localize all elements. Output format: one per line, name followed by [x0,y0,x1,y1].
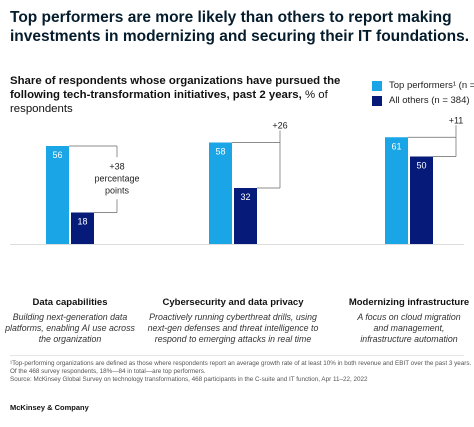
data-label-top-performers-2: 58 [215,147,225,157]
legend-swatch-top-performers [372,80,382,91]
bar-top-performers-1 [46,146,69,244]
diff-label-1-line-2: percentage [94,173,139,183]
legend-swatch-all-others [372,95,382,106]
diff-label-1-line-1: +38 [109,161,124,171]
legend-item-top-performers: Top performers¹ (n = 84) [372,78,474,93]
bar-all-others-3 [410,156,433,244]
category-description-3-line-3: infrastructure automation [360,334,457,344]
category-description-3-line-2: and management, [374,323,445,333]
category-description-3-line-1: A focus on cloud migration [356,312,460,322]
diff-label-2: +26 [272,121,287,131]
category-description-1-line-3: the organization [39,334,102,344]
legend-label-all-others: All others (n = 384) [389,95,470,106]
source-note: Source: McKinsey Global Survey on techno… [10,376,368,384]
category-description-2-line-3: respond to emerging attacks in real time [155,334,312,344]
bar-all-others-2 [234,188,257,244]
data-label-all-others-3: 50 [416,161,426,171]
category-description-1-line-1: Building next-generation data [13,312,128,322]
headline: Top performers are more likely than othe… [10,9,470,45]
category-label-2: Cybersecurity and data privacy [163,297,305,308]
bar-top-performers-2 [209,142,232,244]
legend: Top performers¹ (n = 84) All others (n =… [372,78,474,108]
bar-top-performers-3 [385,137,408,244]
diff-label-3: +11 [449,115,464,125]
diff-label-1-line-3: points [105,185,130,195]
category-label-3: Modernizing infrastructure [349,297,469,308]
legend-item-all-others: All others (n = 384) [372,93,474,108]
category-description-2-line-1: Proactively running cyberthreat drills, … [149,312,317,322]
category-description-2-line-2: next-gen defenses and threat intelligenc… [148,323,319,333]
data-label-top-performers-3: 61 [391,141,401,151]
category-label-1: Data capabilities [33,297,108,308]
chart-subtitle: Share of respondents whose organizations… [10,74,350,116]
bar-all-others-1 [71,212,94,244]
data-label-top-performers-1: 56 [52,150,62,160]
footnote: ¹Top-performing organizations are define… [10,360,472,376]
category-description-1-line-2: platforms, enabling AI use across [4,323,135,333]
brand-name: McKinsey & Company [10,403,89,412]
subtitle-bold: Share of respondents whose organizations… [10,75,341,101]
bar-chart: 56 18 +38 percentage points Data capabilities… [4,115,469,356]
subtitle-regular: % of respondents [10,89,328,115]
legend-label-top-performers: Top performers¹ (n = 84) [389,80,474,91]
data-label-all-others-1: 18 [77,217,87,227]
footnote-block: ¹Top-performing organizations are define… [10,360,472,385]
data-label-all-others-2: 32 [240,192,250,202]
